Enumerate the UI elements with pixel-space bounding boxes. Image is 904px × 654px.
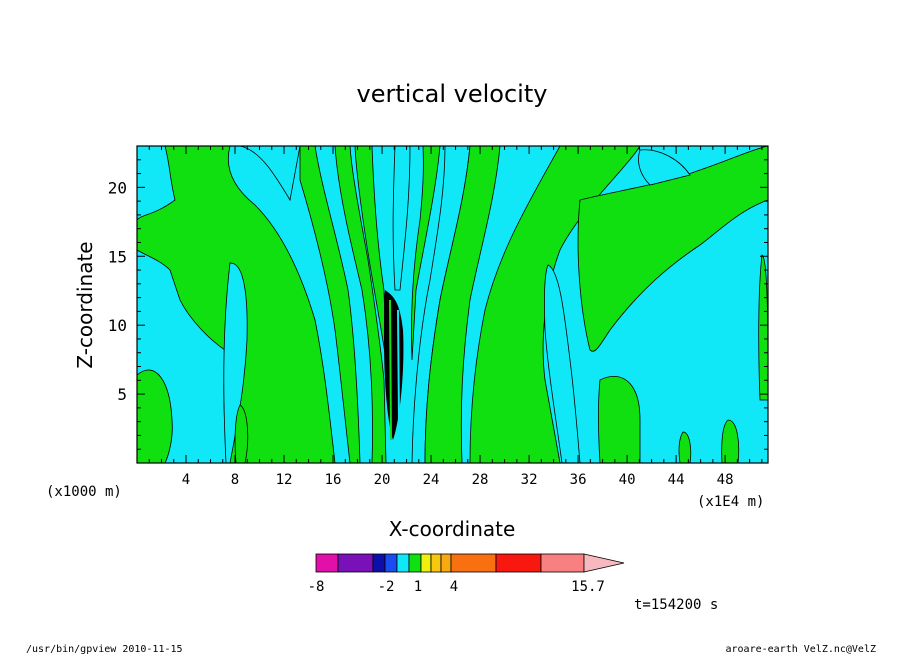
field-region: [721, 419, 740, 463]
field-region: [314, 146, 373, 463]
footer-left: /usr/bin/gpview 2010-11-15: [26, 644, 183, 654]
x-unit-label: (x1000 m): [46, 484, 122, 500]
x-extra-label: (x1E4 m): [697, 494, 764, 510]
chart-title: vertical velocity: [357, 80, 548, 108]
y-tick-label: 15: [108, 247, 127, 266]
x-tick-label: 48: [717, 472, 734, 488]
colorbar: [315, 553, 625, 573]
x-tick-label: 20: [374, 472, 391, 488]
x-tick-label: 8: [231, 472, 239, 488]
colorbar-label: 15.7: [571, 579, 605, 595]
colorbar-label: -2: [378, 579, 395, 595]
y-tick-label: 10: [108, 316, 127, 335]
x-tick-label: 12: [276, 472, 293, 488]
colorbar-swatch: [315, 553, 339, 573]
field-region: [411, 146, 441, 361]
field-region: [137, 146, 176, 221]
colorbar-swatch: [384, 553, 398, 573]
field-region: [389, 300, 392, 440]
footer-right: aroare-earth_VelZ.nc@VelZ: [725, 644, 876, 654]
x-tick-label: 40: [619, 472, 636, 488]
x-axis-label: X-coordinate: [389, 517, 516, 541]
y-tick-label: 5: [117, 385, 127, 404]
colorbar-labels: -8 -2 1 4 15.7: [308, 579, 605, 595]
field-region: [137, 369, 173, 463]
colorbar-swatch: [396, 553, 410, 573]
x-tick-label: 24: [423, 472, 440, 488]
time-label: t=154200 s: [634, 597, 718, 613]
x-tick-label: 16: [325, 472, 342, 488]
field-region: [397, 310, 400, 420]
colorbar-swatch: [408, 553, 422, 573]
y-tick-label: 20: [108, 178, 127, 197]
colorbar-swatch: [372, 553, 386, 573]
colorbar-swatch: [420, 553, 432, 573]
plot-frame: [136, 145, 769, 464]
x-tick-label: 44: [668, 472, 685, 488]
heatmap-field: [137, 146, 768, 463]
colorbar-arrow: [583, 553, 625, 573]
x-tick-label: 36: [570, 472, 587, 488]
field-region: [424, 146, 501, 463]
colorbar-label: 1: [414, 579, 422, 595]
field-region: [678, 431, 692, 463]
colorbar-swatch: [440, 553, 452, 573]
field-region: [758, 254, 768, 401]
x-tick-label: 28: [472, 472, 489, 488]
field-region: [544, 264, 581, 463]
field-region: [354, 146, 387, 361]
colorbar-swatch: [450, 553, 497, 573]
x-tick-label: 4: [182, 472, 190, 488]
field-region: [598, 376, 641, 463]
colorbar-swatch: [495, 553, 542, 573]
field-region: [638, 149, 691, 186]
colorbar-swatch: [430, 553, 442, 573]
y-axis-label: Z-coordinate: [73, 241, 97, 368]
field-region: [234, 404, 249, 463]
colorbar-swatch: [540, 553, 585, 573]
colorbar-swatch: [337, 553, 374, 573]
field-region: [392, 146, 411, 291]
x-tick-label: 32: [521, 472, 538, 488]
colorbar-label: 4: [450, 579, 458, 595]
colorbar-label: -8: [308, 579, 325, 595]
field-region: [577, 146, 768, 352]
